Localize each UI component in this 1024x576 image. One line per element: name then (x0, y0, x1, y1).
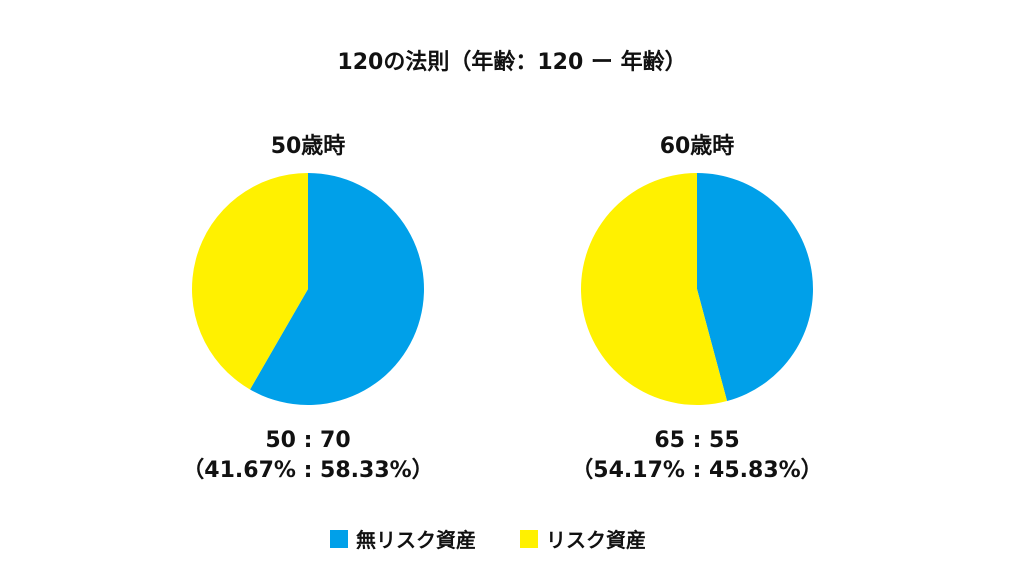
ratio-label-50: 50 : 70 （41.67% : 58.33%） (148, 426, 468, 486)
legend-swatch (330, 529, 348, 548)
pie-title-60: 60歳時 (659, 134, 735, 159)
percent-text: （41.67% : 58.33%） (182, 458, 434, 483)
pie-slice-risk (191, 172, 308, 390)
legend-label: リスク資産 (546, 528, 646, 552)
legend-swatch (520, 529, 538, 548)
ratio-label-60: 65 : 55 （54.17% : 45.83%） (537, 426, 857, 486)
pie-slice-riskless (250, 173, 424, 405)
ratio-text: 50 : 70 (265, 428, 351, 453)
legend-item-riskless: 無リスク資産 (330, 524, 476, 553)
pie-slice-risk (580, 173, 728, 406)
ratio-text: 65 : 55 (654, 428, 740, 453)
legend-label: 無リスク資産 (356, 528, 476, 552)
percent-text: （54.17% : 45.83%） (571, 458, 823, 483)
pie-title-50: 50歳時 (270, 134, 346, 159)
legend-item-risk: リスク資産 (520, 524, 646, 553)
chart-title: 120の法則（年齢：120 ー 年齢） (337, 50, 687, 75)
pie-slice-riskless (697, 173, 813, 402)
